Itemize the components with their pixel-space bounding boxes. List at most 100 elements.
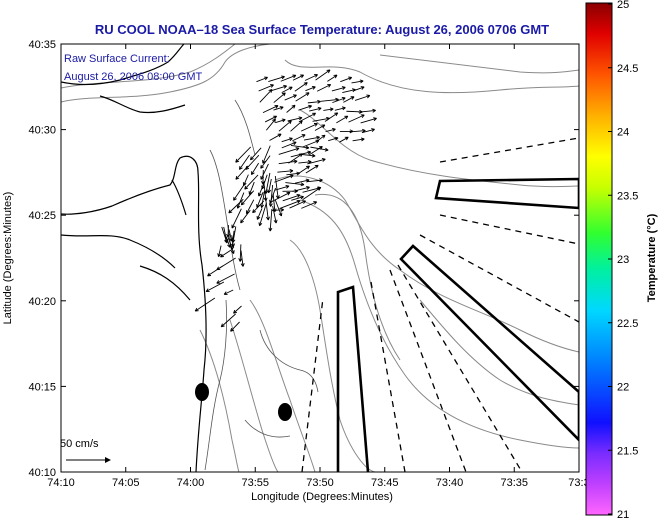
current-vector (336, 115, 349, 124)
colorbar-tick-label: 21 (617, 509, 629, 518)
current-vector (231, 208, 242, 229)
colorbar-ticks: 25 24.5 24 23.5 23 22.5 22 21.5 21 (608, 0, 638, 518)
coastline (61, 44, 207, 472)
shoreline-detail (204, 99, 319, 471)
current-vector (281, 137, 293, 143)
current-vector (340, 76, 353, 83)
current-vector (316, 84, 332, 92)
y-tick-label: 40:15 (28, 381, 56, 393)
current-vector (244, 174, 259, 190)
current-vector (306, 178, 323, 183)
current-vector (264, 115, 278, 123)
current-vector (309, 106, 322, 112)
current-vector (284, 94, 297, 101)
current-vector (227, 237, 235, 254)
x-tick-label: 73:55 (241, 477, 269, 489)
current-vector (331, 86, 346, 92)
current-vector (205, 281, 225, 292)
colorbar-label: Temperature (°C) (646, 213, 658, 302)
current-vector (360, 117, 377, 124)
current-vector (305, 164, 319, 174)
current-vector (260, 155, 271, 169)
current-vector (240, 250, 245, 267)
current-vector (292, 186, 310, 192)
colorbar (585, 2, 613, 516)
current-vector (300, 112, 317, 122)
current-vector (278, 147, 300, 155)
current-vector (279, 199, 301, 209)
current-vector (233, 182, 246, 201)
current-vector (327, 74, 338, 82)
y-tick-label: 40:25 (28, 210, 56, 222)
x-tick-label: 74:05 (112, 477, 140, 489)
current-vector (269, 133, 282, 141)
colorbar-tick-label: 24 (617, 127, 629, 139)
current-vector (352, 137, 365, 142)
x-tick-label: 73:45 (371, 477, 399, 489)
current-vector (238, 154, 250, 170)
current-vector (354, 94, 371, 101)
current-vector (225, 236, 231, 248)
current-vector (259, 88, 273, 103)
chart-title: RU COOL NOAA–18 Sea Surface Temperature:… (95, 22, 549, 37)
current-vector (278, 159, 298, 165)
current-vector (281, 141, 297, 149)
x-tick-label: 73:35 (500, 477, 528, 489)
annotation-line-1: Raw Surface Current: (64, 53, 170, 65)
current-vector (274, 199, 283, 217)
current-vector (268, 208, 273, 232)
current-vector (267, 178, 272, 194)
colorbar-tick-label: 24.5 (617, 63, 638, 75)
current-vector (301, 201, 318, 209)
current-vector (292, 74, 305, 81)
current-vector (194, 297, 216, 312)
y-axis-label: Latitude (Degrees:Minutes) (2, 192, 14, 325)
current-vector (226, 225, 231, 238)
current-vector (217, 245, 222, 258)
radar-beam-lines (301, 137, 579, 472)
current-vector (297, 165, 310, 175)
current-vector (348, 114, 365, 123)
colorbar-tick-label: 23.5 (617, 190, 638, 202)
current-vector (280, 74, 297, 82)
current-vector (252, 200, 265, 214)
current-vector (290, 120, 303, 132)
current-vector (235, 146, 252, 163)
colorbar-tick-label: 22 (617, 382, 629, 394)
current-vector (262, 145, 271, 164)
current-vector (220, 313, 236, 328)
y-tick-label: 40:20 (28, 296, 56, 308)
current-vector (328, 136, 339, 142)
current-vector (274, 175, 280, 199)
station-marker (278, 403, 292, 421)
surface-current-vectors (194, 69, 377, 332)
current-vector (295, 92, 310, 102)
current-vector (233, 305, 242, 314)
current-vector (265, 118, 276, 131)
current-vector (230, 321, 240, 332)
current-vector (332, 97, 346, 104)
current-vector (240, 190, 255, 206)
radar-footprints (336, 177, 579, 472)
current-vector (220, 249, 232, 258)
current-vector (271, 191, 291, 202)
current-vector (353, 86, 365, 92)
current-vector (281, 86, 293, 94)
current-vector (289, 200, 307, 209)
current-vector (257, 181, 265, 197)
y-tick-label: 40:10 (28, 467, 56, 479)
current-vector (298, 104, 313, 111)
x-axis-ticks: 74:10 74:05 74:00 73:55 73:50 73:45 73:40 73:35… (47, 44, 590, 489)
current-vector (302, 187, 321, 201)
scale-label: 50 cm/s (60, 438, 99, 450)
current-vector (302, 139, 320, 148)
current-vector (240, 209, 251, 224)
current-vector (256, 76, 268, 83)
x-axis-label: Longitude (Degrees:Minutes) (251, 491, 393, 503)
current-vector (258, 202, 267, 227)
current-vector (223, 289, 234, 295)
current-vector (228, 198, 244, 214)
current-vector (290, 145, 310, 150)
current-vector (282, 193, 301, 202)
current-vector (307, 99, 321, 104)
